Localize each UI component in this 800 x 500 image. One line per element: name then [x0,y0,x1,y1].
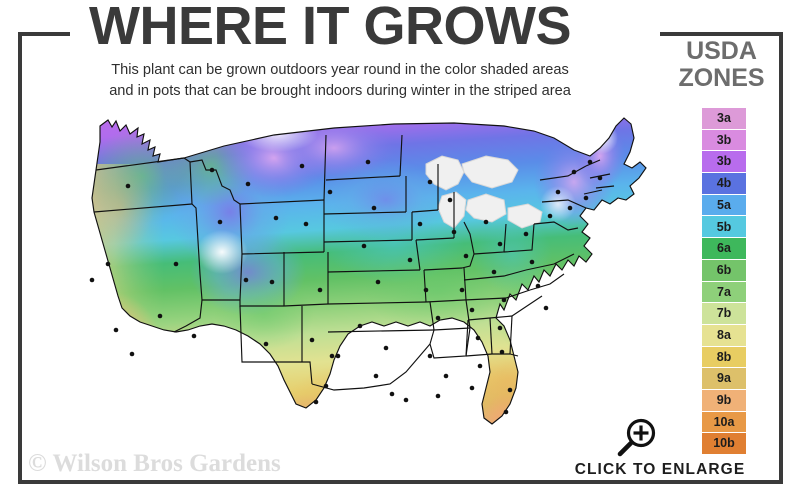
hardiness-zone-map[interactable] [34,104,662,456]
legend-swatch-9b-13: 9b [702,389,746,412]
magnifier-plus-icon[interactable] [612,415,660,463]
legend-swatch-5a-4: 5a [702,194,746,217]
great-lakes [425,155,543,229]
frame-border-top-left [18,32,70,36]
legend-swatch-4b-3: 4b [702,173,746,195]
legend-swatch-9a-12: 9a [702,368,746,390]
frame-border-right [779,32,783,484]
legend-swatch-6b-7: 6b [702,259,746,282]
legend-swatch-3b-2: 3b [702,151,746,174]
legend-title-line-1: USDA [686,37,757,65]
legend-swatch-7a-8: 7a [702,281,746,304]
usa-map-svg [89,117,647,425]
legend-swatch-10b-15: 10b [702,433,746,455]
legend-swatch-6a-6: 6a [702,238,746,260]
legend-swatch-column: 3a 3b 3b 4b 5a 5b 6a 6b 7a 7b 8a 8b 9a 9b 10a 10b [702,108,746,455]
subtitle-text: This plant can be grown outdoors year ro… [30,60,650,102]
page-title: WHERE IT GROWS [89,0,571,56]
legend-swatch-3a-0: 3a [702,108,746,130]
subtitle-line-2: and in pots that can be brought indoors … [109,83,571,99]
legend-title-line-2: ZONES [678,64,765,92]
zone-fill-layer [92,118,646,424]
legend-title: USDA ZONES [660,38,783,92]
frame-border-bottom [18,480,783,484]
legend-swatch-5b-5: 5b [702,216,746,239]
click-to-enlarge-label[interactable]: CLICK TO ENLARGE [574,461,746,478]
legend-swatch-7b-9: 7b [702,303,746,325]
legend-swatch-8a-10: 8a [702,324,746,347]
legend-swatch-10a-14: 10a [702,411,746,434]
city-markers [89,159,603,415]
frame-border-left [18,32,22,484]
watermark-text: © Wilson Bros Gardens [28,450,281,477]
frame-border-top-right [660,32,783,36]
subtitle-line-1: This plant can be grown outdoors year ro… [111,62,569,78]
state-borders [91,117,647,425]
legend-swatch-3b-1: 3b [702,129,746,152]
legend-swatch-8b-11: 8b [702,346,746,369]
